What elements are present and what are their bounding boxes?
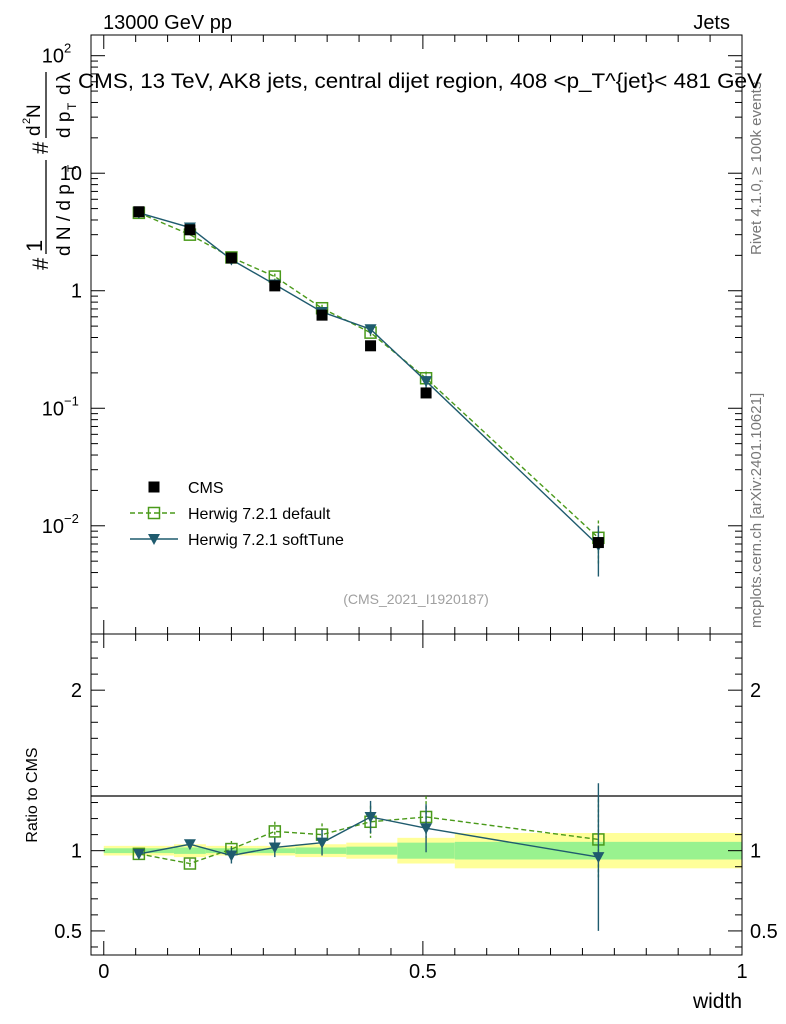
- data-point-cms: [269, 280, 281, 292]
- data-point-cms: [592, 537, 604, 549]
- data-point-cms: [365, 340, 377, 352]
- ratio-point-soft: [316, 837, 329, 849]
- ratio-point-default: [183, 857, 197, 870]
- band-inner: [295, 847, 347, 854]
- data-point-cms: [225, 252, 237, 264]
- svg-text:d N / d p: d N / d p: [54, 184, 75, 256]
- ratio-y-axis-label: Ratio to CMS: [24, 747, 41, 842]
- x-tick-label: 0: [98, 961, 109, 983]
- svg-text:#: #: [28, 257, 53, 270]
- svg-text:λ: λ: [54, 72, 75, 82]
- y-tick-label: 10: [42, 46, 64, 68]
- y-tick-label: 10: [42, 516, 64, 538]
- legend: CMS Herwig 7.2.1 default Herwig 7.2.1 soft…: [130, 480, 344, 549]
- main-title: CMS, 13 TeV, AK8 jets, central dijet reg…: [78, 70, 762, 93]
- y-tick-exponent: −1: [64, 393, 79, 408]
- legend-label-soft: Herwig 7.2.1 softTune: [188, 532, 344, 549]
- data-point-cms: [133, 206, 145, 218]
- category-label: Jets: [693, 12, 730, 34]
- legend-marker-soft: [148, 534, 160, 545]
- energy-label: 13000 GeV pp: [103, 12, 232, 34]
- y-tick-exponent: −2: [64, 511, 79, 526]
- svg-text:2: 2: [21, 118, 33, 124]
- ratio-point-soft: [364, 811, 377, 823]
- main-series: [132, 206, 605, 577]
- x-tick-label: 0.5: [409, 961, 437, 983]
- band-inner: [173, 847, 206, 854]
- ratio-point-soft: [225, 850, 238, 862]
- data-point-cms: [316, 309, 328, 321]
- ratio-frame: [90, 633, 743, 956]
- ratio-series: [132, 783, 605, 931]
- ratio-point-soft: [183, 839, 196, 851]
- ratio-y-tick-label: 1: [71, 841, 82, 863]
- ratio-point-default: [268, 825, 282, 838]
- data-point-cms: [184, 224, 196, 236]
- svg-text:T: T: [65, 102, 79, 110]
- data-point-soft: [364, 324, 377, 336]
- rivet-credit: Rivet 4.1.0, ≥ 100k events: [748, 82, 765, 255]
- y-tick-exponent: 2: [64, 41, 71, 56]
- ratio-ticks: 2 21 10.5 0.50 0.5 1: [54, 634, 778, 983]
- y-tick-label: 10: [60, 163, 82, 185]
- y-tick-label: 10: [42, 398, 64, 420]
- legend-marker-cms: [148, 481, 160, 493]
- band-inner: [346, 846, 398, 855]
- series-cms: [133, 206, 604, 549]
- svg-text:d: d: [54, 84, 75, 95]
- legend-label-default: Herwig 7.2.1 default: [188, 506, 331, 523]
- series-line-soft: [138, 212, 599, 546]
- ratio-y-tick-label: 2: [71, 680, 82, 702]
- x-axis-title: width: [692, 990, 742, 1013]
- ratio-y-tick-label-right: 0.5: [750, 921, 778, 943]
- svg-text:d: d: [24, 125, 45, 136]
- ratio-y-tick-label-right: 1: [750, 841, 761, 863]
- svg-text:T: T: [65, 164, 79, 172]
- data-point-cms: [420, 387, 432, 399]
- ratio-line-soft: [138, 816, 599, 858]
- main-y-axis-label: # 1 d N / d p T # d 2 N d p T d λ: [21, 72, 79, 270]
- ratio-point-soft: [132, 848, 145, 860]
- ratio-series-soft: [132, 783, 605, 931]
- ratio-point-soft: [420, 823, 433, 835]
- x-tick-label: 1: [736, 961, 747, 983]
- ratio-panel: 2 21 10.5 0.50 0.5 1: [54, 633, 778, 983]
- svg-text:N: N: [24, 104, 45, 118]
- y-tick-label: 1: [71, 281, 82, 303]
- mcplots-credit: mcplots.cern.ch [arXiv:2401.10621]: [748, 393, 765, 628]
- series-line-default: [138, 212, 599, 539]
- legend-marker-default: [147, 506, 161, 520]
- svg-text:1: 1: [22, 240, 47, 252]
- ratio-point-soft: [268, 842, 281, 854]
- data-point-soft: [420, 376, 433, 388]
- ratio-y-tick-label: 0.5: [54, 921, 82, 943]
- ratio-bands: [103, 833, 742, 869]
- ratio-y-tick-label-right: 2: [750, 680, 761, 702]
- svg-text:#: #: [28, 141, 53, 154]
- ratio-line-default: [138, 816, 599, 865]
- svg-text:d p: d p: [54, 112, 75, 138]
- ratio-point-soft: [592, 852, 605, 864]
- analysis-reference: (CMS_2021_I1920187): [343, 591, 489, 607]
- legend-label-cms: CMS: [188, 480, 224, 497]
